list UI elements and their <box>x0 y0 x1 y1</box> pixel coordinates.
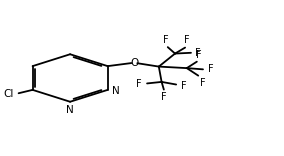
Text: N: N <box>66 105 74 115</box>
Text: F: F <box>196 50 201 60</box>
Text: Cl: Cl <box>4 89 14 99</box>
Text: N: N <box>112 86 119 96</box>
Text: F: F <box>195 48 201 58</box>
Text: F: F <box>161 92 167 102</box>
Text: F: F <box>208 64 214 74</box>
Text: O: O <box>130 58 138 68</box>
Text: F: F <box>163 35 169 45</box>
Text: F: F <box>201 78 206 88</box>
Text: F: F <box>181 81 186 91</box>
Text: F: F <box>136 79 142 89</box>
Text: F: F <box>184 35 190 45</box>
